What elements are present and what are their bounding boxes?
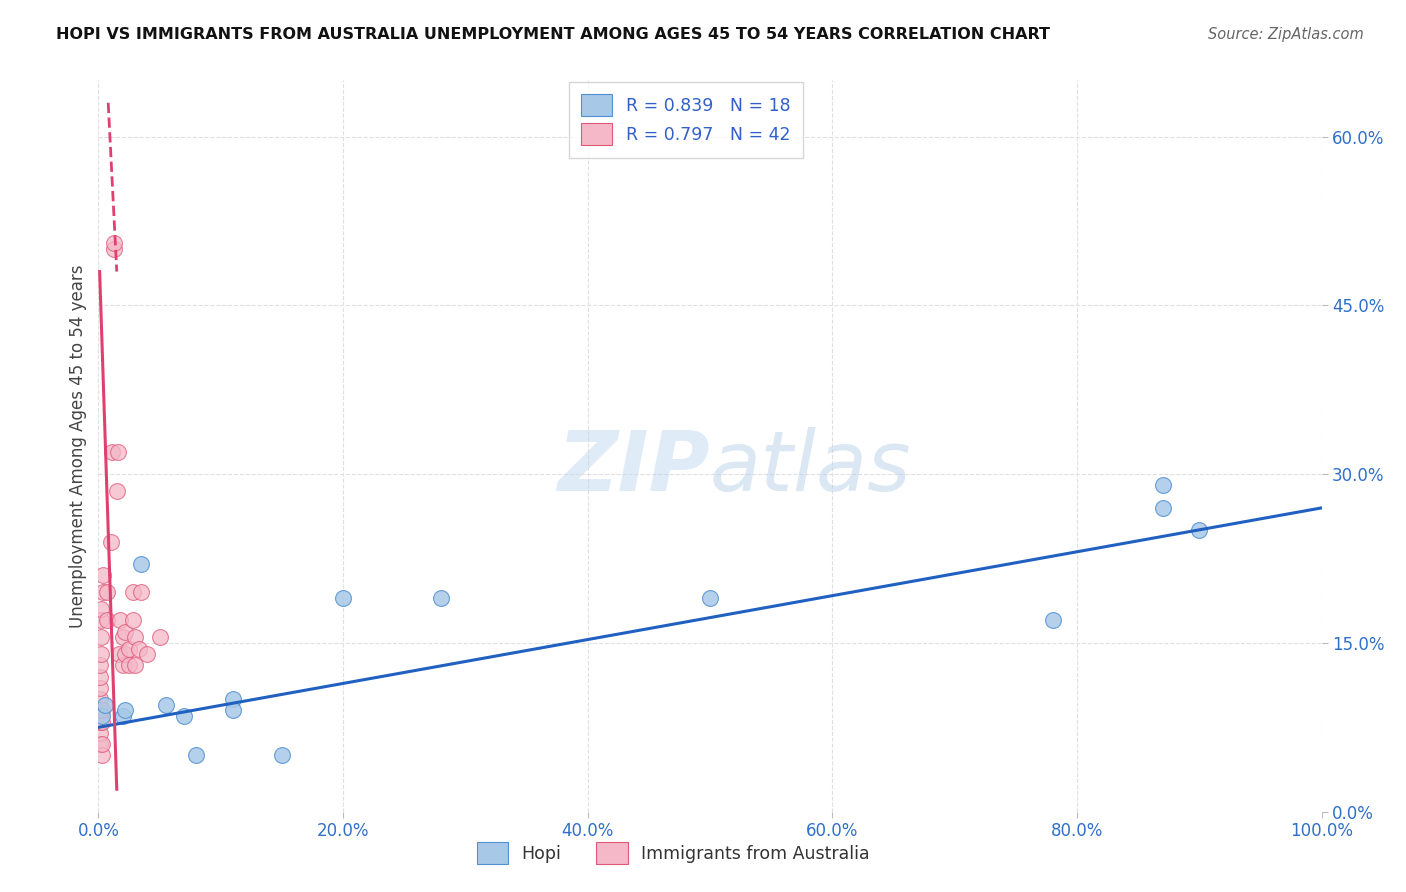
Point	[118, 658, 141, 673]
Point	[91, 568, 114, 582]
Point	[89, 703, 111, 717]
Point	[1188, 524, 1211, 538]
Point	[91, 714, 114, 729]
Point	[89, 692, 111, 706]
Point	[222, 692, 245, 706]
Point	[222, 703, 245, 717]
Point	[101, 444, 124, 458]
Point	[149, 630, 172, 644]
Point	[90, 614, 112, 628]
Point	[114, 703, 136, 717]
Point	[110, 614, 132, 628]
Point	[91, 748, 114, 763]
Point	[332, 591, 354, 605]
Point	[108, 647, 131, 661]
Point	[96, 614, 118, 628]
Point	[90, 602, 112, 616]
Point	[1042, 614, 1064, 628]
Point	[129, 585, 152, 599]
Point	[114, 647, 136, 661]
Point	[90, 647, 112, 661]
Point	[93, 698, 115, 712]
Text: ZIP: ZIP	[557, 427, 710, 508]
Point	[121, 585, 143, 599]
Point	[111, 630, 134, 644]
Point	[270, 748, 294, 763]
Point	[90, 630, 112, 644]
Point	[91, 703, 114, 717]
Legend: Hopi, Immigrants from Australia: Hopi, Immigrants from Australia	[464, 830, 882, 876]
Point	[136, 647, 159, 661]
Point	[430, 591, 453, 605]
Point	[89, 726, 111, 740]
Point	[89, 670, 111, 684]
Point	[155, 698, 177, 712]
Point	[111, 658, 134, 673]
Point	[118, 641, 141, 656]
Point	[121, 614, 143, 628]
Text: atlas: atlas	[710, 427, 911, 508]
Point	[124, 630, 146, 644]
Point	[96, 585, 118, 599]
Point	[103, 242, 125, 256]
Point	[111, 709, 134, 723]
Point	[107, 444, 129, 458]
Point	[91, 585, 114, 599]
Point	[89, 658, 111, 673]
Point	[186, 748, 208, 763]
Point	[124, 658, 146, 673]
Point	[89, 681, 111, 695]
Point	[128, 641, 150, 656]
Point	[89, 737, 111, 751]
Point	[114, 624, 136, 639]
Point	[103, 236, 125, 251]
Y-axis label: Unemployment Among Ages 45 to 54 years: Unemployment Among Ages 45 to 54 years	[69, 264, 87, 628]
Text: Source: ZipAtlas.com: Source: ZipAtlas.com	[1208, 27, 1364, 42]
Point	[89, 714, 111, 729]
Point	[91, 737, 114, 751]
Point	[100, 534, 122, 549]
Point	[129, 557, 152, 571]
Text: HOPI VS IMMIGRANTS FROM AUSTRALIA UNEMPLOYMENT AMONG AGES 45 TO 54 YEARS CORRELA: HOPI VS IMMIGRANTS FROM AUSTRALIA UNEMPL…	[56, 27, 1050, 42]
Point	[173, 709, 195, 723]
Point	[105, 483, 128, 498]
Point	[1152, 478, 1174, 492]
Point	[699, 591, 721, 605]
Point	[91, 709, 114, 723]
Point	[1152, 500, 1174, 515]
